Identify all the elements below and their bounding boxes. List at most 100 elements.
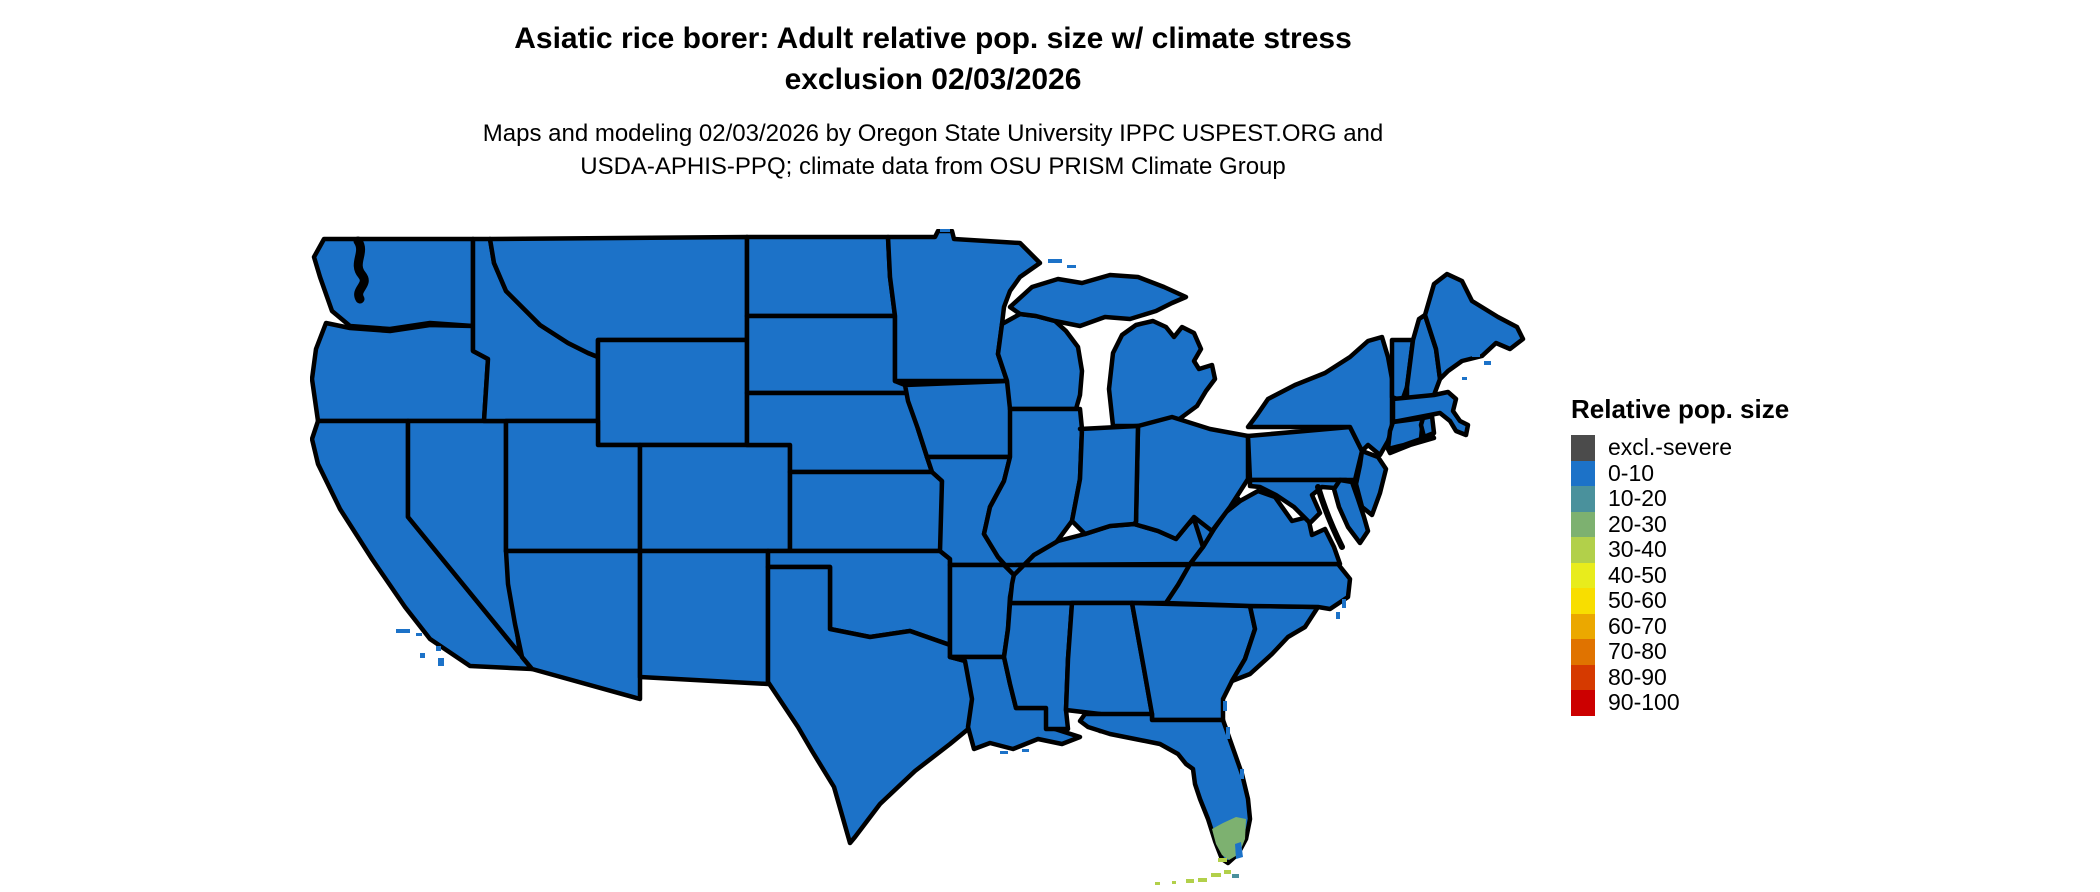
legend-label: 60-70 xyxy=(1608,612,1667,639)
state-new-jersey xyxy=(1353,448,1389,518)
florida-keys-dash xyxy=(1155,882,1160,885)
legend-item: 60-70 xyxy=(1571,612,1789,639)
legend-item: 90-100 xyxy=(1571,689,1789,716)
legend-swatch xyxy=(1571,511,1595,537)
legend-item: 10-20 xyxy=(1571,485,1789,512)
legend-swatch xyxy=(1571,435,1595,461)
state-tennessee xyxy=(1007,562,1193,606)
state-new-mexico xyxy=(637,548,771,687)
channel-islands-dot xyxy=(416,633,422,636)
state-arizona xyxy=(503,548,643,702)
map-title-line1: Asiatic rice borer: Adult relative pop. … xyxy=(514,22,1352,55)
legend-label: 90-100 xyxy=(1608,689,1680,715)
map-subtitle: Maps and modeling 02/03/2026 by Oregon S… xyxy=(283,117,1583,183)
legend-label: 50-60 xyxy=(1608,587,1667,613)
state-wisconsin xyxy=(995,311,1085,412)
us-map-svg xyxy=(309,228,1526,885)
legend-item: excl.-severe xyxy=(1571,434,1789,461)
louisiana-coast-fringe xyxy=(1022,749,1029,752)
legend-label: 30-40 xyxy=(1608,536,1667,562)
florida-keys-dash xyxy=(1172,881,1176,884)
state-south-dakota xyxy=(744,313,913,396)
isle-royale-dot xyxy=(1048,259,1062,263)
legend-label: 40-50 xyxy=(1608,561,1667,588)
state-colorado xyxy=(637,442,793,554)
state-indiana xyxy=(1069,423,1141,537)
legend-item: 30-40 xyxy=(1571,536,1789,563)
lake-of-the-woods-dot xyxy=(940,229,950,232)
maine-coast-fringe xyxy=(1484,361,1491,365)
maine-coast-fringe xyxy=(1462,377,1467,380)
state-delmarva-peninsula xyxy=(1331,477,1371,546)
legend-label: 70-80 xyxy=(1608,638,1667,664)
state-north-dakota xyxy=(744,234,898,319)
florida-keys-dash xyxy=(1211,873,1221,877)
legend-item: 0-10 xyxy=(1571,459,1789,486)
channel-islands-dot xyxy=(436,646,441,651)
legend-item: 50-60 xyxy=(1571,587,1789,614)
state-oregon xyxy=(309,320,491,424)
legend-label: 10-20 xyxy=(1608,485,1667,511)
legend-swatch xyxy=(1571,664,1595,690)
georgia-coast-fringe xyxy=(1223,701,1227,711)
legend-label: 80-90 xyxy=(1608,663,1667,690)
us-map xyxy=(309,228,1530,889)
legend-item: 20-30 xyxy=(1571,510,1789,537)
legend-item: 80-90 xyxy=(1571,663,1789,690)
state-maine xyxy=(1422,271,1526,382)
legend-swatch xyxy=(1571,588,1595,614)
legend-swatch xyxy=(1571,460,1595,486)
state-washington xyxy=(311,236,476,332)
channel-islands-dot xyxy=(396,629,410,633)
outer-banks-fringe xyxy=(1338,585,1343,594)
outer-banks-fringe xyxy=(1336,612,1340,619)
legend-swatch xyxy=(1571,690,1595,716)
state-pennsylvania xyxy=(1245,424,1365,483)
map-title-line2: exclusion 02/03/2026 xyxy=(784,63,1082,96)
puget-sound-water xyxy=(353,236,369,304)
map-title: Asiatic rice borer: Adult relative pop. … xyxy=(283,18,1583,100)
state-south-carolina xyxy=(1229,603,1321,684)
state-new-york xyxy=(1245,334,1395,458)
florida-coast-fringe xyxy=(1240,769,1244,779)
florida-keys-teal-dash xyxy=(1232,874,1239,878)
state-michigan-lower xyxy=(1106,318,1218,429)
state-wyoming xyxy=(595,337,750,448)
florida-keys-dash xyxy=(1186,879,1194,883)
maine-coast-fringe xyxy=(1472,353,1480,357)
florida-tip-30-40-speck xyxy=(1218,858,1227,862)
florida-coast-fringe xyxy=(1226,727,1230,739)
state-florida xyxy=(1077,711,1253,866)
isle-royale-dot xyxy=(1067,265,1076,268)
legend-swatch xyxy=(1571,613,1595,639)
title-block: Asiatic rice borer: Adult relative pop. … xyxy=(283,18,1583,183)
map-subtitle-line1: Maps and modeling 02/03/2026 by Oregon S… xyxy=(482,120,1384,147)
chesapeake-bay-water xyxy=(1315,484,1345,550)
state-michigan-upper xyxy=(1007,272,1189,329)
legend-swatch xyxy=(1571,537,1595,563)
louisiana-coast-fringe xyxy=(1000,751,1008,754)
state-kansas xyxy=(787,469,945,554)
legend-swatch xyxy=(1571,486,1595,512)
legend-title: Relative pop. size xyxy=(1571,394,1790,424)
state-georgia xyxy=(1129,600,1258,723)
florida-tip-inner-blue-patch xyxy=(1235,842,1243,859)
legend: Relative pop. size excl.-severe 0-10 10-20… xyxy=(1571,394,1789,716)
channel-islands-dot xyxy=(420,653,425,658)
legend-items: excl.-severe 0-10 10-20 20-30 30-40 40-50 50-6… xyxy=(1571,434,1789,716)
channel-islands-dot xyxy=(438,658,444,666)
state-rhode-island xyxy=(1418,413,1437,440)
legend-label: 0-10 xyxy=(1608,459,1655,486)
florida-keys-dash xyxy=(1224,870,1231,874)
outer-banks-fringe xyxy=(1342,599,1346,608)
state-north-carolina xyxy=(1163,561,1353,612)
florida-keys-dash xyxy=(1198,878,1207,882)
legend-swatch xyxy=(1571,562,1595,588)
legend-swatch xyxy=(1571,639,1595,665)
map-subtitle-line2: USDA-APHIS-PPQ; climate data from OSU PR… xyxy=(580,153,1286,180)
legend-label: 20-30 xyxy=(1608,510,1667,537)
state-texas xyxy=(765,564,981,846)
legend-item: 70-80 xyxy=(1571,638,1789,665)
legend-label: excl.-severe xyxy=(1608,434,1732,460)
